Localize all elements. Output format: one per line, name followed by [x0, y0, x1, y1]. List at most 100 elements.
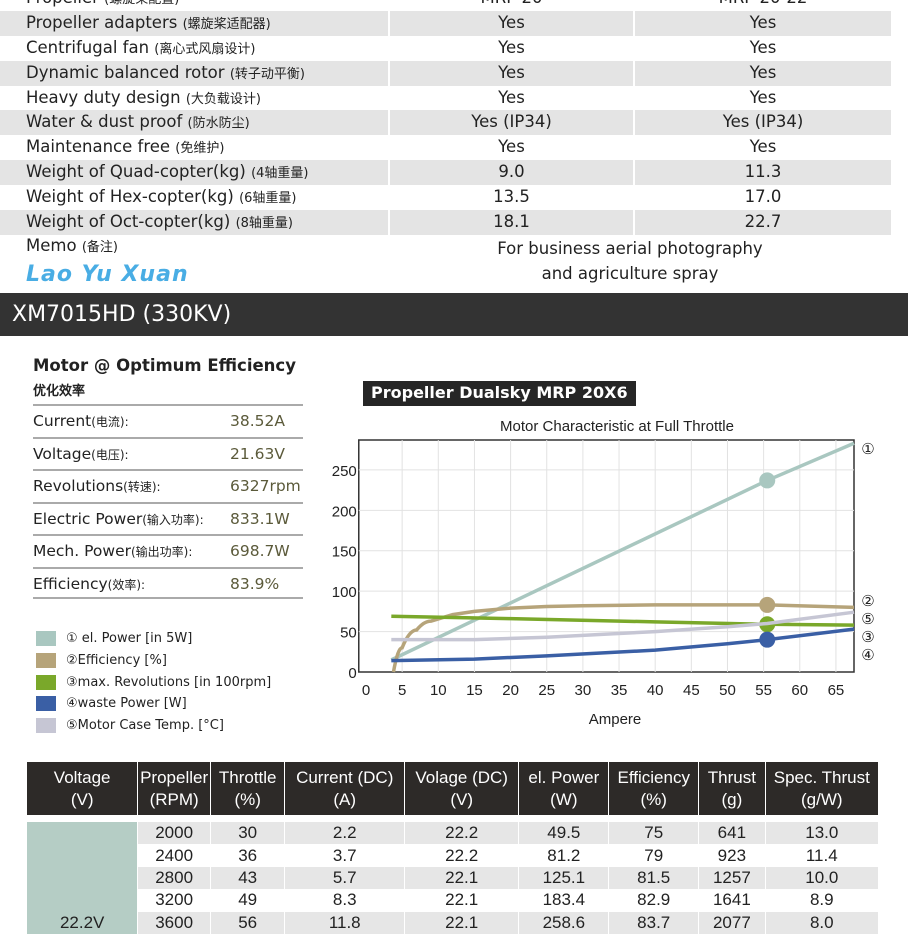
- column-header: Voltage (V): [27, 762, 138, 815]
- x-tick-label: 65: [828, 682, 845, 699]
- series-tag: ⑤: [861, 610, 874, 628]
- optimum-label-en: Efficiency: [33, 574, 108, 593]
- performance-table: Voltage (V) Propeller (RPM) Throttle (%) Curre…: [26, 762, 879, 934]
- spec-value-2: 22.7: [635, 210, 891, 235]
- table-row: 2800 43 5.7 22.1 125.1 81.5 1257 10.0: [27, 866, 878, 890]
- spec-row: Weight of Hex-copter(kg) (6轴重量) 13.5 17.0: [0, 185, 908, 210]
- legend-item: ⑤Motor Case Temp. [°C]: [36, 715, 271, 737]
- table-cell: 923: [717, 845, 747, 865]
- spec-table: Propeller (螺旋桨配置)MRP 20MRP 20-22Propelle…: [0, 0, 908, 235]
- table-cell: 2.2: [285, 822, 404, 845]
- optimum-title: Motor @ Optimum Efficiency: [33, 356, 296, 375]
- spec-label: Propeller (螺旋桨配置): [0, 0, 388, 11]
- table-row: 22.2V 2000 30 2.2 22.2 49.5 75 641 13.0: [27, 822, 878, 934]
- spec-label-en: Maintenance free: [26, 137, 171, 157]
- table-cell: 125.1: [519, 866, 609, 890]
- spec-label-cn: (4轴重量): [251, 166, 309, 182]
- optimum-label-cn: (效率):: [107, 577, 146, 592]
- spec-label: Maintenance free (免维护): [0, 135, 388, 160]
- spec-value-1: Yes: [498, 37, 525, 57]
- x-tick-label: 30: [575, 682, 592, 699]
- optimum-row: Voltage(电压): 21.63V: [33, 436, 303, 470]
- header-line2: (%): [640, 789, 667, 809]
- series-line: [391, 610, 855, 642]
- legend-label: ⑤Motor Case Temp. [°C]: [66, 718, 224, 734]
- table-cell: 56: [210, 911, 285, 934]
- table-cell: 3.7: [332, 845, 357, 865]
- spec-row: Propeller (螺旋桨配置)MRP 20MRP 20-22: [0, 0, 908, 11]
- optimum-label-cn: (输出功率):: [130, 545, 193, 559]
- optimum-label-cn: (电流):: [91, 415, 129, 429]
- optimum-row: Efficiency(效率): 83.9%: [33, 566, 303, 599]
- table-cell: 2800: [138, 866, 210, 890]
- optimum-rows: Current(电流): 38.52A Voltage(电压): 21.63V Revo…: [33, 404, 303, 599]
- y-tick-label: 0: [348, 665, 356, 682]
- optimum-efficiency-panel: Motor @ Optimum Efficiency 优化效率 Current(…: [33, 356, 303, 599]
- header-line1: el. Power: [528, 767, 600, 787]
- table-cell: 8.3: [332, 890, 357, 910]
- optimum-label: Efficiency(效率):: [33, 569, 145, 598]
- table-cell: 11.8: [285, 911, 404, 934]
- header-line1: Current (DC): [296, 767, 394, 787]
- header-line2: (V): [70, 789, 94, 809]
- spec-value-2: Yes: [635, 60, 891, 86]
- header-line2: (RPM): [149, 789, 199, 809]
- spec-value-1: Yes: [498, 87, 525, 107]
- table-cell: 81.2: [547, 845, 581, 865]
- spec-label-en: Water & dust proof: [26, 112, 183, 132]
- spec-row: Dynamic balanced rotor (转子动平衡) Yes Yes: [0, 60, 908, 86]
- optimum-label-en: Revolutions: [33, 477, 124, 495]
- spec-label-en: Weight of Oct-copter(kg): [26, 212, 231, 232]
- spec-label-cn: (螺旋桨配置): [104, 0, 179, 7]
- legend-label: ③max. Revolutions [in 100rpm]: [66, 674, 272, 690]
- legend-swatch: [36, 631, 56, 647]
- table-cell: 22.1: [445, 890, 479, 910]
- spec-value-1: 9.0: [390, 160, 633, 186]
- column-header: Efficiency (%): [609, 762, 699, 815]
- table-cell: 75: [609, 822, 699, 845]
- column-header: el. Power (W): [519, 762, 609, 815]
- table-cell: 10.0: [765, 866, 878, 890]
- header-line1: Propeller: [140, 767, 209, 787]
- spec-label-en: Propeller adapters: [26, 12, 178, 32]
- section-title: XM7015HD (330KV): [0, 293, 908, 336]
- header-line2: (g): [721, 789, 743, 809]
- legend-item: ②Efficiency [%]: [36, 650, 271, 672]
- spec-label: Weight of Quad-copter(kg) (4轴重量): [0, 160, 388, 186]
- series-line: [391, 603, 855, 673]
- y-tick-label: 100: [332, 584, 357, 601]
- spec-label: Propeller adapters (螺旋桨适配器): [0, 10, 388, 36]
- table-cell: 22.2: [445, 845, 479, 865]
- optimum-row: Mech. Power(输出功率): 698.7W: [33, 534, 303, 567]
- spec-label-cn: (转子动平衡): [229, 66, 305, 82]
- series-marker: [759, 596, 776, 613]
- legend-item: ④waste Power [W]: [36, 693, 271, 715]
- spec-row: Water & dust proof (防水防尘) Yes (IP34) Yes (…: [0, 110, 908, 136]
- optimum-label-cn: (输入功率):: [142, 512, 204, 527]
- spec-value-2: Yes: [635, 10, 891, 36]
- table-cell: 79: [644, 845, 664, 865]
- column-header: Thrust (g): [699, 762, 765, 815]
- header-line1: Volage (DC): [415, 767, 508, 787]
- series-marker: [759, 472, 776, 489]
- spec-label-cn: (离心式风扇设计): [154, 41, 256, 57]
- header-line1: Voltage: [53, 767, 111, 787]
- header-line1: Throttle: [218, 767, 277, 787]
- optimum-value: 833.1W: [230, 509, 290, 528]
- optimum-label-cn: (转速):: [123, 480, 161, 494]
- legend-swatch: [36, 674, 56, 690]
- spec-label-cn: (免维护): [175, 141, 225, 157]
- optimum-label: Electric Power(输入功率):: [33, 504, 204, 535]
- header-line2: (g/W): [801, 789, 843, 809]
- x-tick-label: 35: [611, 682, 628, 699]
- column-header: Volage (DC) (V): [404, 762, 519, 815]
- spec-label-en: Centrifugal fan: [26, 37, 150, 57]
- spacer: [27, 815, 878, 822]
- x-tick-label: 10: [430, 682, 447, 699]
- series-tag: ①: [861, 440, 874, 458]
- spec-label-en: Propeller: [26, 0, 99, 7]
- legend-swatch: [36, 696, 56, 712]
- x-axis-label: Ampere: [589, 711, 642, 728]
- spec-label-en: Weight of Hex-copter(kg): [26, 187, 234, 207]
- legend-swatch: [36, 718, 56, 734]
